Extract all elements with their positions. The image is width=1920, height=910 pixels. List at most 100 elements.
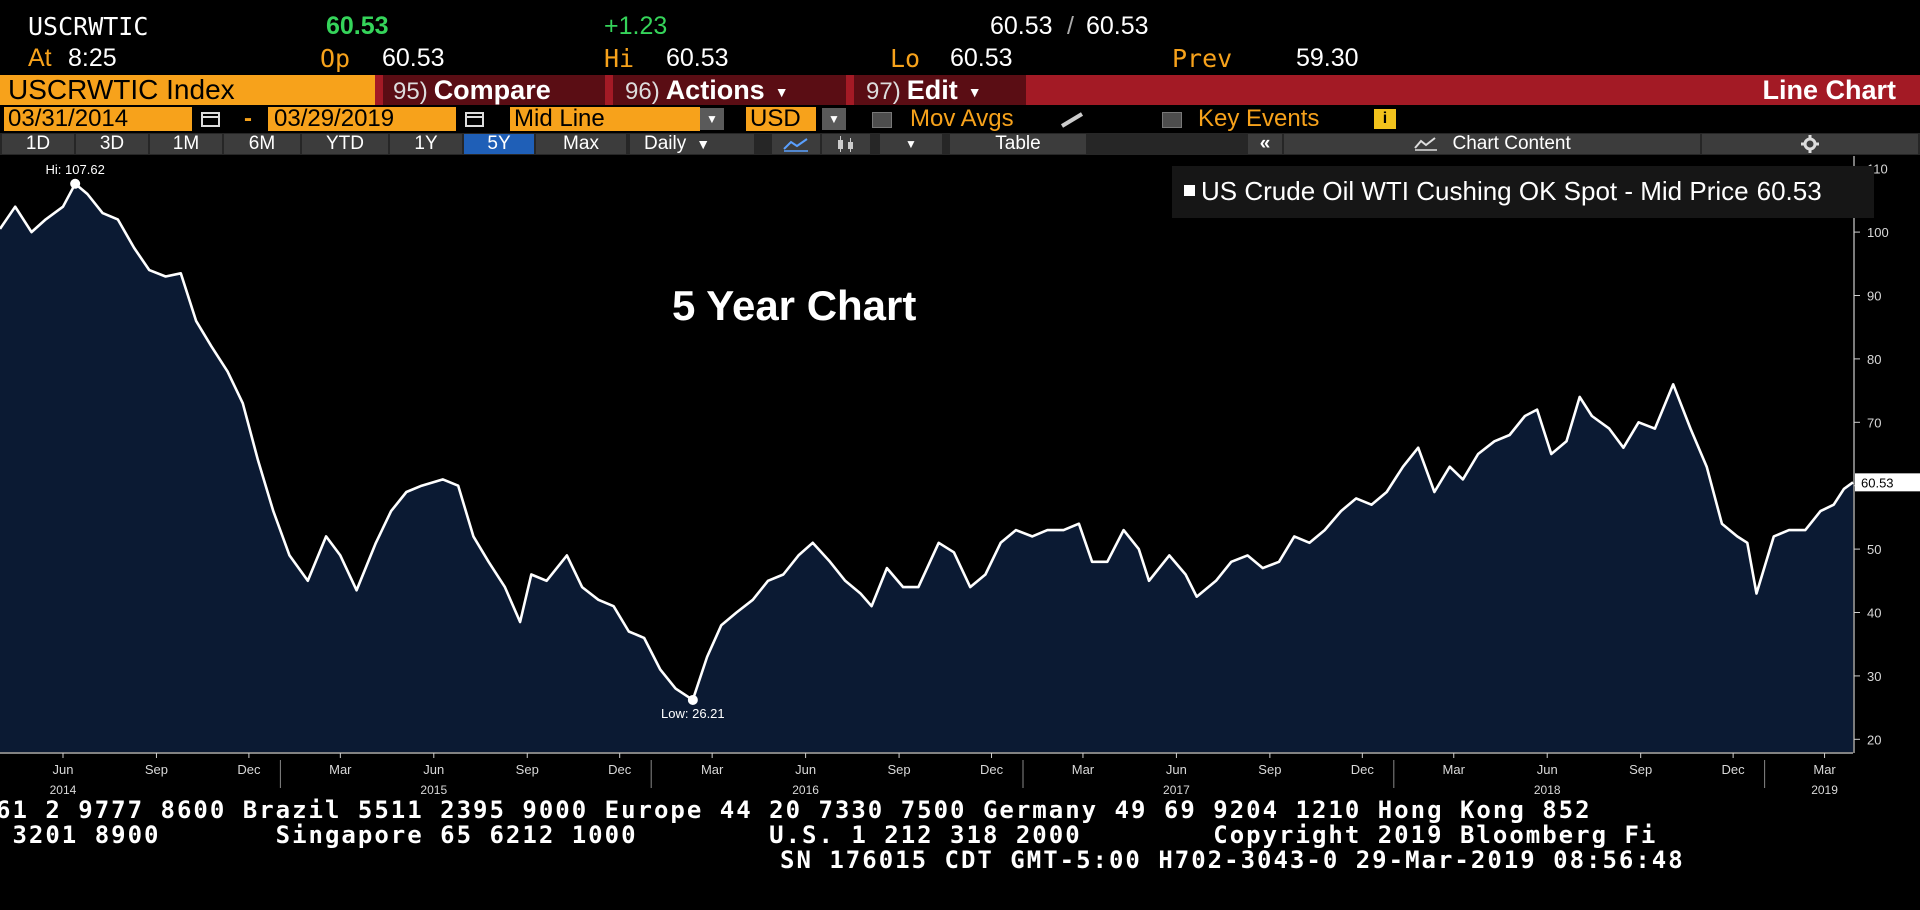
- year-label: 2015: [420, 783, 447, 797]
- price-chart: 2030405060708090100110JunSepDecMarJunSep…: [0, 156, 1920, 797]
- last-price: 60.53: [326, 12, 389, 40]
- year-label: 2018: [1534, 783, 1561, 797]
- legend-entry: US Crude Oil WTI Cushing OK Spot - Mid P…: [1184, 176, 1822, 207]
- gear-icon[interactable]: [1702, 134, 1918, 154]
- last-value-label: 60.53: [1861, 475, 1894, 490]
- start-date-field[interactable]: 03/31/2014: [4, 107, 192, 131]
- actions-label: Actions: [665, 75, 765, 105]
- price-change: +1.23: [604, 12, 668, 40]
- x-tick-label: Dec: [608, 762, 632, 777]
- chart-content-label: Chart Content: [1452, 133, 1571, 154]
- ticker: USCRWTIC: [28, 12, 149, 41]
- period-6m[interactable]: 6M: [224, 134, 300, 154]
- high-marker: [70, 178, 81, 189]
- x-tick-label: Mar: [1813, 762, 1836, 777]
- legend-value: 60.53: [1756, 176, 1822, 206]
- price-area: [0, 183, 1853, 753]
- year-label: 2014: [50, 783, 77, 797]
- year-label: 2019: [1811, 783, 1838, 797]
- x-tick-label: Jun: [795, 762, 816, 777]
- x-tick-label: Mar: [701, 762, 724, 777]
- legend: [1172, 166, 1874, 218]
- chevron-down-icon[interactable]: ▼: [822, 108, 846, 130]
- x-tick-label: Jun: [1537, 762, 1558, 777]
- chart-type-label: Line Chart: [1762, 75, 1896, 105]
- legend-label: US Crude Oil WTI Cushing OK Spot - Mid P…: [1201, 176, 1749, 206]
- x-tick-label: Jun: [53, 762, 74, 777]
- open-value: 60.53: [382, 44, 445, 72]
- candle-chart-type-icon[interactable]: [822, 134, 870, 154]
- line-type-select[interactable]: Mid Line: [510, 107, 700, 131]
- period-3d[interactable]: 3D: [76, 134, 148, 154]
- calendar-icon[interactable]: [200, 110, 222, 128]
- y-tick-label: 50: [1867, 542, 1881, 557]
- key-events-label: Key Events: [1198, 105, 1320, 132]
- security-field[interactable]: USCRWTIC Index: [0, 75, 375, 105]
- x-tick-label: Dec: [980, 762, 1004, 777]
- chevron-down-icon[interactable]: ▼: [880, 134, 942, 154]
- compare-number: 95): [393, 78, 428, 105]
- chevron-down-icon: ▼: [696, 136, 711, 152]
- x-tick-label: Dec: [237, 762, 261, 777]
- key-events-checkbox[interactable]: [1162, 112, 1182, 128]
- at-label: At: [28, 44, 52, 72]
- y-tick-label: 20: [1867, 732, 1881, 747]
- settings-bar: 03/31/2014 - 03/29/2019 Mid Line ▼ USD ▼…: [0, 107, 1920, 132]
- period-ytd[interactable]: YTD: [302, 134, 388, 154]
- high-label: Hi: [604, 44, 635, 73]
- x-tick-label: Mar: [1072, 762, 1095, 777]
- pencil-icon[interactable]: [1058, 111, 1086, 134]
- period-1m[interactable]: 1M: [150, 134, 222, 154]
- function-bar: USCRWTIC Index 95) Compare 96) Actions ▼ 97…: [0, 75, 1920, 105]
- price-line: [0, 182, 1854, 702]
- bid-price: 60.53: [990, 12, 1053, 40]
- x-tick-label: Sep: [516, 762, 539, 777]
- x-tick-label: Sep: [1258, 762, 1281, 777]
- x-tick-label: Dec: [1722, 762, 1746, 777]
- period-1y[interactable]: 1Y: [390, 134, 462, 154]
- chevron-down-icon: ▼: [967, 83, 982, 100]
- info-icon[interactable]: i: [1374, 109, 1396, 129]
- high-value: 60.53: [666, 44, 729, 72]
- y-tick-label: 70: [1867, 415, 1881, 430]
- chevron-down-icon: ▼: [774, 83, 789, 100]
- ask-price: 60.53: [1086, 12, 1149, 40]
- year-label: 2017: [1163, 783, 1190, 797]
- edit-number: 97): [866, 78, 901, 105]
- edit-button[interactable]: 97) Edit ▼: [854, 75, 1026, 105]
- period-5y[interactable]: 5Y: [464, 134, 534, 154]
- y-tick-label: 90: [1867, 288, 1881, 303]
- y-tick-label: 40: [1867, 606, 1881, 621]
- x-tick-label: Mar: [1443, 762, 1466, 777]
- chevron-down-icon[interactable]: ▼: [700, 108, 724, 130]
- footer-line-1: 61 2 9777 8600 Brazil 5511 2395 9000 Eur…: [0, 796, 1592, 824]
- actions-button[interactable]: 96) Actions ▼: [613, 75, 846, 105]
- mov-avgs-label: Mov Avgs: [910, 105, 1014, 132]
- low-value: 60.53: [950, 44, 1013, 72]
- prev-label: Prev: [1172, 44, 1233, 73]
- chart-content-button[interactable]: Chart Content: [1284, 134, 1700, 154]
- line-chart-type-icon[interactable]: [772, 134, 820, 154]
- currency-select[interactable]: USD: [746, 107, 816, 131]
- footer-line-3: SN 176015 CDT GMT-5:00 H702-3043-0 29-Ma…: [780, 846, 1685, 874]
- low-annotation: Low: 26.21: [661, 706, 725, 721]
- collapse-icon[interactable]: «: [1248, 134, 1282, 154]
- frequency-select[interactable]: Daily ▼: [630, 134, 754, 154]
- at-time: 8:25: [68, 44, 117, 72]
- legend-swatch: [1184, 185, 1195, 196]
- end-date-field[interactable]: 03/29/2019: [268, 107, 456, 131]
- mov-avgs-checkbox[interactable]: [872, 112, 892, 128]
- table-button[interactable]: Table: [950, 134, 1086, 154]
- high-annotation: Hi: 107.62: [46, 162, 105, 177]
- compare-label: Compare: [433, 75, 551, 105]
- period-1d[interactable]: 1D: [2, 134, 74, 154]
- compare-button[interactable]: 95) Compare: [383, 75, 605, 105]
- calendar-icon[interactable]: [464, 110, 486, 128]
- period-max[interactable]: Max: [536, 134, 626, 154]
- prev-value: 59.30: [1296, 44, 1359, 72]
- y-tick-label: 100: [1867, 225, 1889, 240]
- period-bar: 1D 3D 1M 6M YTD 1Y 5Y Max Daily ▼ ▼ Table…: [0, 133, 1920, 155]
- chart-title: 5 Year Chart: [672, 282, 917, 329]
- x-tick-label: Dec: [1351, 762, 1375, 777]
- bid-ask-separator: /: [1067, 12, 1074, 40]
